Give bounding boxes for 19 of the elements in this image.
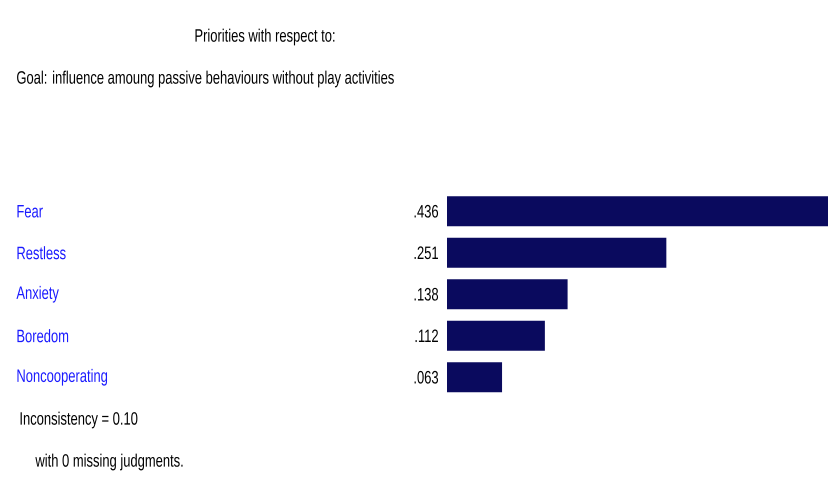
bar <box>447 320 545 351</box>
data-label: .251 <box>414 246 438 260</box>
y-tick-label: Anxiety <box>16 286 59 303</box>
bar <box>447 196 828 226</box>
data-label: .436 <box>414 204 438 218</box>
y-tick-label: Fear <box>17 204 43 218</box>
text: with 0 missing judgments. <box>35 454 183 470</box>
text: Inconsistency = 0.10 <box>20 412 138 428</box>
bar <box>447 279 568 310</box>
data-label: .063 <box>414 370 438 384</box>
bar <box>447 238 666 268</box>
y-tick-label: Noncooperating <box>17 368 108 386</box>
bar <box>447 362 502 392</box>
data-label: .138 <box>414 288 438 301</box>
text: Priorities with respect to: <box>195 28 334 46</box>
y-tick-label: Restless <box>17 246 66 260</box>
data-label: .112 <box>416 329 438 342</box>
y-tick-label: Boredom <box>17 329 68 342</box>
text: Goal: influence amoung passive behaviours without play activities <box>17 70 394 88</box>
